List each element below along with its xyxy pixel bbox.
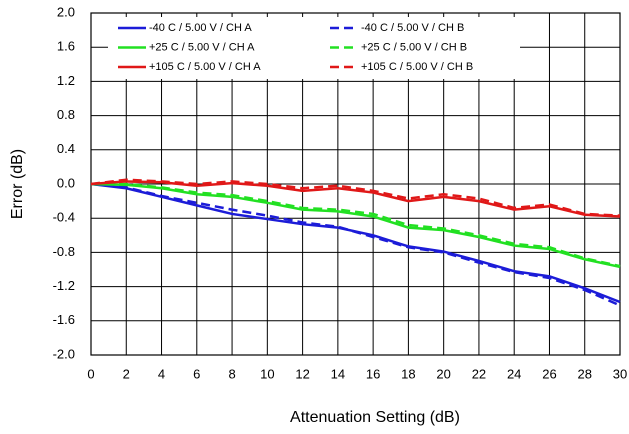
y-tick-label: 1.2 bbox=[57, 73, 75, 88]
x-tick-label: 14 bbox=[331, 366, 345, 381]
y-tick-label: -2.0 bbox=[53, 346, 75, 361]
y-tick-label: -1.2 bbox=[53, 278, 75, 293]
x-tick-label: 10 bbox=[260, 366, 274, 381]
y-tick-label: 0.0 bbox=[57, 175, 75, 190]
y-tick-label: 0.8 bbox=[57, 107, 75, 122]
y-tick-label: 0.4 bbox=[57, 141, 75, 156]
series-line bbox=[91, 182, 621, 268]
x-tick-label: 30 bbox=[613, 366, 627, 381]
x-tick-label: 12 bbox=[295, 366, 309, 381]
x-tick-label: 6 bbox=[193, 366, 200, 381]
y-tick-label: 2.0 bbox=[57, 4, 75, 19]
y-tick-label: -0.8 bbox=[53, 244, 75, 259]
series-line bbox=[90, 182, 621, 269]
series-line bbox=[90, 178, 621, 217]
x-tick-label: 24 bbox=[507, 366, 521, 381]
x-tick-label: 16 bbox=[366, 366, 380, 381]
x-tick-label: 20 bbox=[436, 366, 450, 381]
y-tick-label: 1.6 bbox=[57, 39, 75, 54]
legend-label: -40 C / 5.00 V / CH B bbox=[361, 22, 464, 34]
y-axis-label: Error (dB) bbox=[9, 149, 26, 219]
x-tick-label: 8 bbox=[228, 366, 235, 381]
x-tick-label: 2 bbox=[123, 366, 130, 381]
x-tick-label: 0 bbox=[87, 366, 94, 381]
legend-label: +25 C / 5.00 V / CH A bbox=[149, 41, 255, 53]
series-line bbox=[90, 182, 621, 304]
legend-label: +25 C / 5.00 V / CH B bbox=[361, 41, 467, 53]
y-tick-label: -1.6 bbox=[53, 312, 75, 327]
legend-label: -40 C / 5.00 V / CH A bbox=[149, 22, 252, 34]
x-tick-label: 26 bbox=[542, 366, 556, 381]
x-tick-label: 28 bbox=[577, 366, 591, 381]
y-tick-label: -0.4 bbox=[53, 210, 75, 225]
legend-box bbox=[108, 17, 520, 79]
series-line bbox=[90, 182, 621, 307]
x-axis-label: Attenuation Setting (dB) bbox=[290, 409, 460, 426]
x-tick-label: 22 bbox=[472, 366, 486, 381]
legend-label: +105 C / 5.00 V / CH B bbox=[361, 61, 473, 73]
series-line bbox=[90, 180, 621, 218]
x-tick-label: 4 bbox=[158, 366, 165, 381]
legend-label: +105 C / 5.00 V / CH A bbox=[149, 61, 261, 73]
x-tick-label: 18 bbox=[401, 366, 415, 381]
